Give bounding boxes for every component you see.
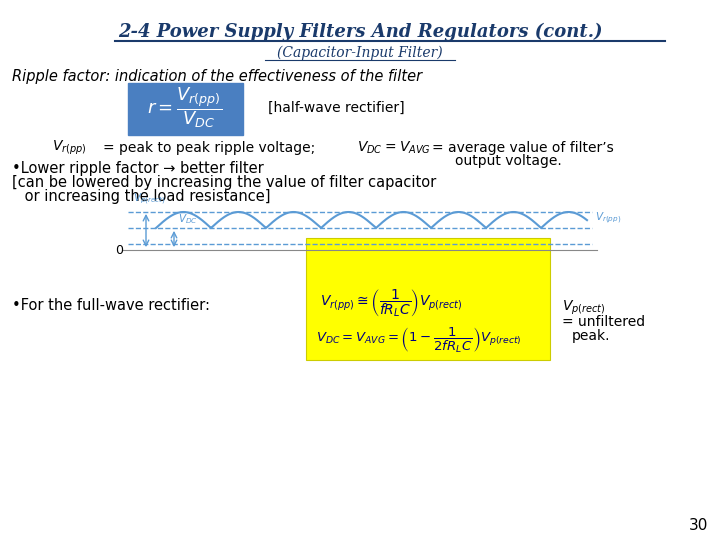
Text: Ripple factor: indication of the effectiveness of the filter: Ripple factor: indication of the effecti… [12, 69, 422, 84]
Text: peak.: peak. [572, 329, 611, 343]
Text: = peak to peak ripple voltage;: = peak to peak ripple voltage; [103, 141, 324, 155]
FancyBboxPatch shape [128, 83, 243, 135]
Text: $r = \dfrac{V_{r(pp)}}{V_{DC}}$: $r = \dfrac{V_{r(pp)}}{V_{DC}}$ [148, 86, 222, 130]
Text: = average value of filter’s: = average value of filter’s [432, 141, 613, 155]
Text: [half-wave rectifier]: [half-wave rectifier] [268, 101, 405, 115]
Text: $V_{DC} = V_{AVG} = \left(1 - \dfrac{1}{2fR_LC}\right)V_{p(rect)}$: $V_{DC} = V_{AVG} = \left(1 - \dfrac{1}{… [316, 326, 522, 355]
Text: [can be lowered by increasing the value of filter capacitor: [can be lowered by increasing the value … [12, 176, 436, 191]
Text: 2-4 Power Supply Filters And Regulators (cont.): 2-4 Power Supply Filters And Regulators … [118, 23, 602, 41]
Text: $V_{r(pp)}$: $V_{r(pp)}$ [52, 139, 86, 157]
Text: $V_{p(rect)}$: $V_{p(rect)}$ [133, 192, 166, 207]
Text: (Capacitor-Input Filter): (Capacitor-Input Filter) [277, 46, 443, 60]
Text: $V_{DC}$: $V_{DC}$ [178, 212, 198, 226]
Text: 0: 0 [115, 244, 123, 256]
Text: or increasing the load resistance]: or increasing the load resistance] [20, 190, 271, 205]
Text: •Lower ripple factor → better filter: •Lower ripple factor → better filter [12, 161, 264, 177]
FancyBboxPatch shape [306, 238, 550, 360]
Text: $= V_{AVG}$: $= V_{AVG}$ [382, 140, 431, 156]
Text: output voltage.: output voltage. [455, 154, 562, 168]
Text: $V_{p(rect)}$: $V_{p(rect)}$ [562, 299, 606, 317]
Text: $V_{DC}$: $V_{DC}$ [357, 140, 383, 156]
Text: 30: 30 [688, 517, 708, 532]
Text: •For the full-wave rectifier:: •For the full-wave rectifier: [12, 298, 210, 313]
Text: = unfiltered: = unfiltered [562, 315, 645, 329]
Text: $V_{r(pp)}$: $V_{r(pp)}$ [595, 210, 621, 226]
Text: $V_{r(pp)} \cong \left(\dfrac{1}{fR_LC}\right)V_{p(rect)}$: $V_{r(pp)} \cong \left(\dfrac{1}{fR_LC}\… [320, 287, 462, 319]
